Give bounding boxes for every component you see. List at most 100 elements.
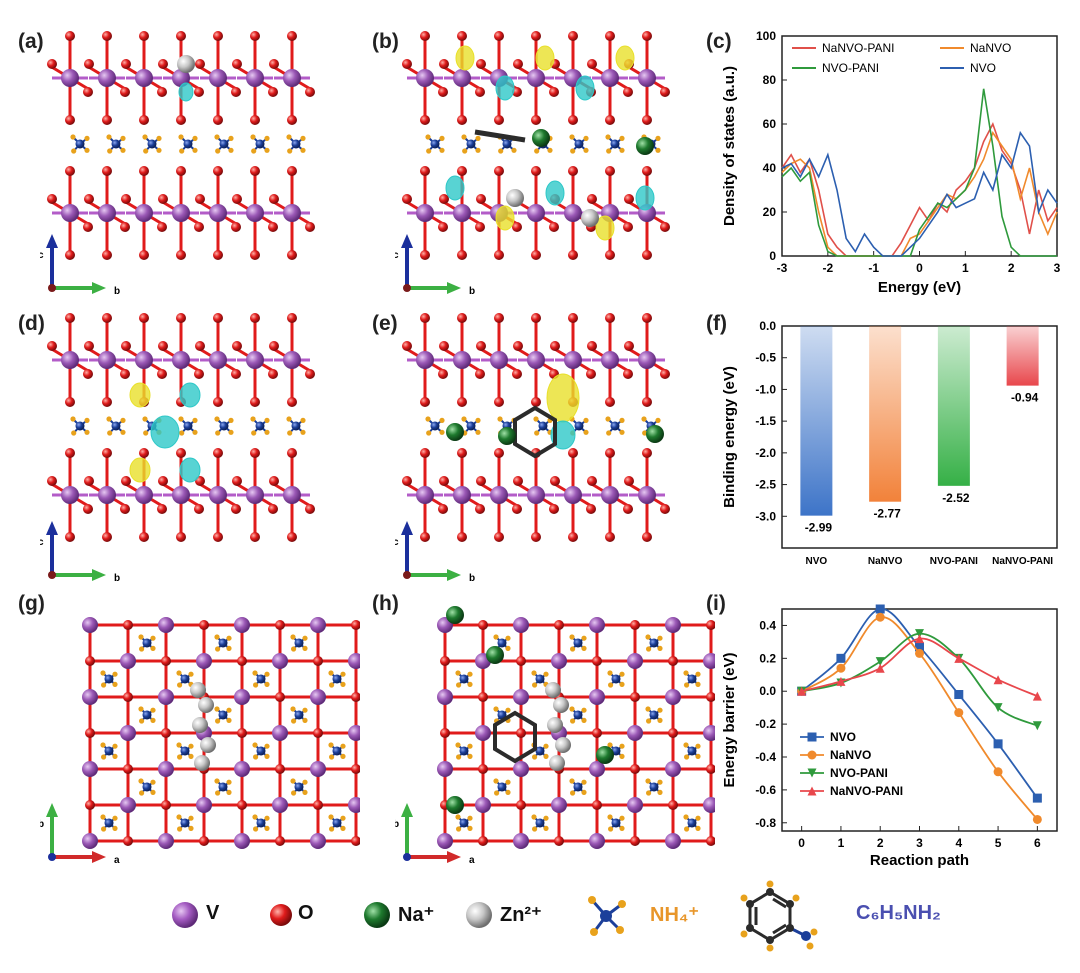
- charge-density-lobe: [575, 75, 595, 101]
- o-atom: [420, 397, 430, 407]
- o-atom: [250, 397, 260, 407]
- h-atom: [178, 134, 184, 140]
- data-point: [954, 690, 964, 700]
- o-atom: [269, 476, 279, 486]
- o-atom: [250, 115, 260, 125]
- h-atom: [505, 789, 511, 795]
- y-tick-label: -0.4: [755, 750, 776, 764]
- o-atom: [630, 764, 640, 774]
- o-atom: [605, 448, 615, 458]
- o-atom: [176, 250, 186, 260]
- o-atom: [120, 369, 130, 379]
- h-atom: [607, 742, 613, 748]
- n-atom: [142, 638, 152, 648]
- data-point: [915, 648, 924, 658]
- data-point: [915, 642, 924, 652]
- axis-origin: [48, 571, 56, 579]
- h-atom: [475, 417, 481, 423]
- axis-label: b: [395, 819, 399, 830]
- series-line: [781, 88, 1057, 257]
- o-atom: [624, 476, 634, 486]
- o-atom: [275, 836, 285, 846]
- n-atom: [142, 710, 152, 720]
- h-atom: [456, 826, 462, 832]
- v-atom: [665, 617, 681, 633]
- v-atom: [120, 653, 136, 669]
- o-atom: [287, 115, 297, 125]
- o-atom: [706, 836, 715, 846]
- h-atom: [581, 645, 587, 651]
- n-atom: [687, 746, 697, 756]
- v-atom: [416, 69, 434, 87]
- h-atom: [264, 681, 270, 687]
- o-atom: [47, 194, 57, 204]
- h-atom: [684, 826, 690, 832]
- data-point: [1032, 691, 1042, 701]
- h-atom: [505, 635, 511, 641]
- v-atom: [513, 833, 529, 849]
- h-atom: [252, 814, 258, 820]
- o-atom: [161, 728, 171, 738]
- v-atom: [627, 797, 643, 813]
- o-atom: [439, 59, 449, 69]
- v-atom: [196, 653, 212, 669]
- h-atom: [107, 148, 113, 154]
- h-atom: [290, 778, 296, 784]
- h-atom: [467, 743, 473, 749]
- o-atom: [123, 836, 133, 846]
- h-atom: [340, 815, 346, 821]
- h-atom: [264, 417, 270, 423]
- o-atom: [275, 620, 285, 630]
- o-atom: [351, 692, 360, 702]
- h-atom: [286, 416, 292, 422]
- data-point: [954, 653, 964, 663]
- v-atom: [527, 69, 545, 87]
- v-atom: [283, 486, 301, 504]
- h-atom: [456, 754, 462, 760]
- h-atom: [532, 826, 538, 832]
- o-atom: [84, 341, 94, 351]
- data-point: [1032, 721, 1042, 731]
- n-atom: [574, 421, 584, 431]
- n-atom: [104, 818, 114, 828]
- v-atom: [61, 204, 79, 222]
- y-tick-label: 0.4: [759, 618, 776, 632]
- o-atom: [516, 656, 526, 666]
- o-atom: [623, 369, 633, 379]
- aniline-ring: [493, 710, 537, 764]
- n-atom: [219, 139, 229, 149]
- o-atom: [83, 504, 93, 514]
- bar-value-label: -2.77: [873, 507, 901, 521]
- h-atom: [100, 814, 106, 820]
- v-atom: [564, 204, 582, 222]
- h-atom: [176, 742, 182, 748]
- zn-atom: [549, 755, 565, 771]
- o-atom: [85, 800, 95, 810]
- bar-nvo: [800, 326, 833, 516]
- h-atom: [226, 707, 232, 713]
- n-atom: [255, 421, 265, 431]
- panel-label-c: (c): [706, 30, 732, 53]
- zn-atom: [555, 737, 571, 753]
- v-atom: [209, 69, 227, 87]
- aniline-icon: [740, 880, 818, 952]
- o-atom: [65, 397, 75, 407]
- o-atom: [586, 369, 596, 379]
- v-atom: [196, 797, 212, 813]
- n-atom: [256, 746, 266, 756]
- data-point: [915, 629, 924, 639]
- binding-energy-chart: 0.0 -0.5 -1.0 -1.5 -2.0 -2.5 -3.0 Binding energ…: [721, 319, 1058, 567]
- legend-entry: NVO-PANI: [830, 766, 888, 780]
- na-atom: [532, 129, 550, 147]
- o-atom: [269, 341, 279, 351]
- h-atom: [581, 707, 587, 713]
- legend-entry: NVO: [830, 730, 856, 744]
- v-atom: [513, 689, 529, 705]
- o-atom: [250, 166, 260, 176]
- h-atom: [188, 671, 194, 677]
- v-atom: [513, 761, 529, 777]
- h-atom: [150, 717, 156, 723]
- x-tick-label: 0: [798, 836, 805, 850]
- o-atom: [65, 31, 75, 41]
- n-atom: [535, 818, 545, 828]
